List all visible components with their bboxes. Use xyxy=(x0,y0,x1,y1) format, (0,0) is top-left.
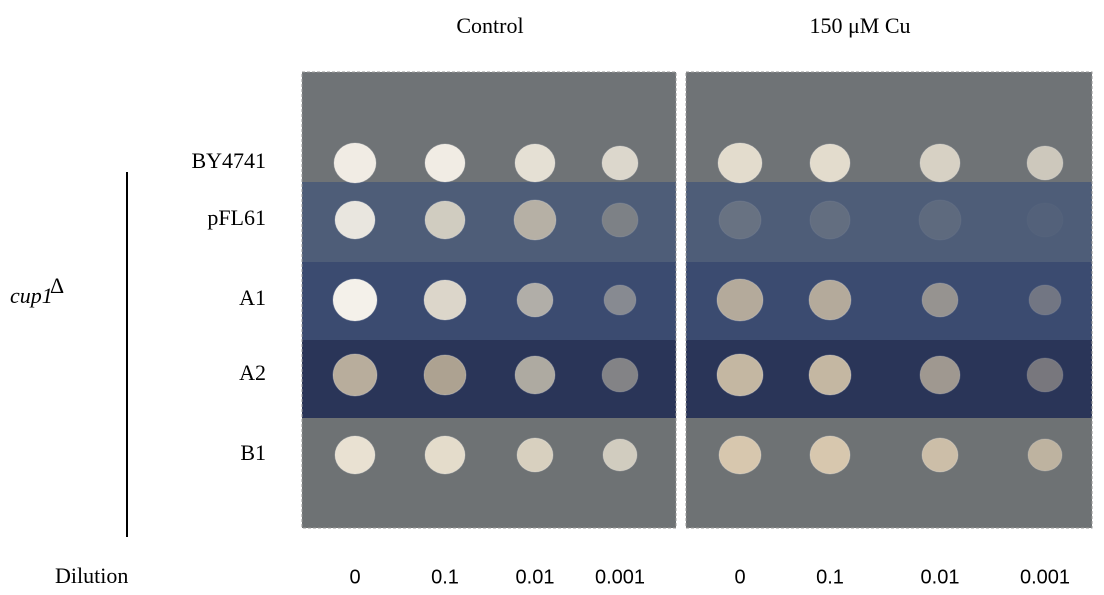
colony xyxy=(920,356,960,394)
panel-title: Control xyxy=(456,13,523,38)
figure: cup1 Δ Dilution Control 0 0.1 0.01 0.001 150 … xyxy=(0,0,1104,595)
colony xyxy=(717,279,763,321)
colony xyxy=(335,201,375,239)
row-label: A1 xyxy=(239,285,266,310)
dilution-value: 0 xyxy=(349,566,360,588)
colony xyxy=(515,356,555,394)
dilution-value: 0.001 xyxy=(595,566,645,588)
colony xyxy=(718,143,762,183)
colony xyxy=(810,201,850,239)
colony xyxy=(517,438,553,472)
colony xyxy=(1027,358,1063,392)
colony xyxy=(919,200,961,240)
panel-title: 150 μM Cu xyxy=(809,13,910,38)
colony xyxy=(809,355,851,395)
colony xyxy=(719,436,761,474)
row-label: pFL61 xyxy=(207,205,266,230)
colony xyxy=(424,355,466,395)
colony xyxy=(1029,285,1061,315)
colony xyxy=(335,436,375,474)
group-label: cup1 xyxy=(10,283,53,308)
row-label: A2 xyxy=(239,360,266,385)
row-label: BY4741 xyxy=(191,148,266,173)
dilution-label: Dilution xyxy=(55,563,128,588)
colony xyxy=(425,144,465,182)
colony xyxy=(810,436,850,474)
dilution-value: 0.1 xyxy=(816,566,844,588)
dilution-value: 0.01 xyxy=(921,566,960,588)
colony xyxy=(333,354,377,396)
colony xyxy=(1027,146,1063,180)
colony xyxy=(517,283,553,317)
colony xyxy=(922,438,958,472)
colony xyxy=(602,146,638,180)
colony xyxy=(424,280,466,320)
colony xyxy=(810,144,850,182)
colony xyxy=(515,144,555,182)
dilution-value: 0.1 xyxy=(431,566,459,588)
colony xyxy=(1027,203,1063,237)
colony xyxy=(334,143,376,183)
colony xyxy=(604,285,636,315)
colony xyxy=(514,200,556,240)
colony xyxy=(333,279,377,321)
dilution-value: 0.01 xyxy=(516,566,555,588)
colony xyxy=(425,436,465,474)
colony xyxy=(717,354,763,396)
colony xyxy=(920,144,960,182)
group-superscript: Δ xyxy=(50,273,64,298)
dilution-value: 0 xyxy=(734,566,745,588)
colony xyxy=(1028,439,1062,471)
row-label: B1 xyxy=(240,440,266,465)
colony xyxy=(602,358,638,392)
dilution-value: 0.001 xyxy=(1020,566,1070,588)
colony xyxy=(809,280,851,320)
colony xyxy=(719,201,761,239)
colony xyxy=(922,283,958,317)
colony xyxy=(602,203,638,237)
colony xyxy=(603,439,637,471)
colony xyxy=(425,201,465,239)
